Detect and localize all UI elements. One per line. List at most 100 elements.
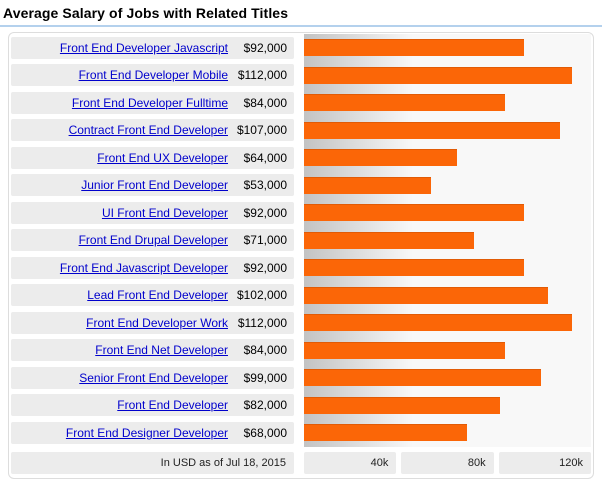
salary-bar (304, 204, 525, 222)
salary-bar (304, 94, 505, 112)
bar-track (304, 199, 591, 227)
title-divider (0, 25, 602, 27)
currency-note: In USD as of Jul 18, 2015 (160, 456, 286, 469)
salary-value: $92,000 (243, 260, 287, 275)
label-cell: Junior Front End Developer $53,000 (11, 174, 294, 197)
table-row: Contract Front End Developer $107,000 (11, 116, 591, 144)
salary-bar (304, 424, 467, 442)
label-cell: Front End Developer $82,000 (11, 394, 294, 417)
salary-bar (304, 341, 505, 359)
job-title-link[interactable]: Junior Front End Developer (81, 178, 228, 193)
label-cell: Front End Net Developer $84,000 (11, 339, 294, 362)
bar-track (304, 391, 591, 419)
salary-value: $92,000 (243, 40, 287, 55)
job-title-link[interactable]: UI Front End Developer (101, 205, 228, 220)
table-row: Senior Front End Developer $99,000 (11, 364, 591, 392)
salary-bar (304, 231, 474, 249)
salary-value: $102,000 (236, 288, 287, 303)
currency-note-cell: In USD as of Jul 18, 2015 (11, 451, 294, 474)
label-cell: UI Front End Developer $92,000 (11, 201, 294, 224)
bar-track (304, 116, 591, 144)
label-cell: Front End Developer Mobile $112,000 (11, 64, 294, 87)
axis-tick-120k: 120k (498, 451, 591, 474)
salary-bar (304, 39, 525, 57)
bar-track (304, 364, 591, 392)
table-row: Front End Developer Mobile $112,000 (11, 61, 591, 89)
job-title-link[interactable]: Front End Developer (117, 398, 228, 413)
salary-value: $71,000 (243, 233, 287, 248)
table-row: Front End Javascript Developer $92,000 (11, 254, 591, 282)
salary-value: $112,000 (237, 315, 287, 330)
page-title: Average Salary of Jobs with Related Titl… (3, 5, 289, 21)
job-title-link[interactable]: Front End Javascript Developer (59, 260, 228, 275)
job-title-link[interactable]: Senior Front End Developer (79, 370, 228, 385)
salary-chart-widget: Front End Developer Javascript $92,000 F… (8, 32, 594, 479)
table-row: Front End UX Developer $64,000 (11, 144, 591, 172)
salary-bar (304, 176, 431, 194)
bar-track (304, 226, 591, 254)
salary-bar (304, 314, 572, 332)
x-axis: 40k 80k 120k (304, 451, 591, 474)
job-title-link[interactable]: Lead Front End Developer (87, 288, 228, 303)
salary-value: $107,000 (236, 123, 287, 138)
salary-value: $53,000 (243, 178, 287, 193)
table-row: Junior Front End Developer $53,000 (11, 171, 591, 199)
salary-value: $99,000 (243, 370, 287, 385)
job-title-link[interactable]: Front End Developer Fulltime (71, 95, 228, 110)
bar-track (304, 281, 591, 309)
salary-bar (304, 286, 548, 304)
label-cell: Front End Developer Work $112,000 (11, 311, 294, 334)
bar-track (304, 419, 591, 447)
table-row: Front End Developer Work $112,000 (11, 309, 591, 337)
label-cell: Lead Front End Developer $102,000 (11, 284, 294, 307)
salary-bar (304, 369, 541, 387)
table-row: Front End Developer Fulltime $84,000 (11, 89, 591, 117)
job-title-link[interactable]: Contract Front End Developer (68, 123, 228, 138)
axis-tick-80k: 80k (401, 451, 494, 474)
table-row: Front End Net Developer $84,000 (11, 336, 591, 364)
salary-bar (304, 149, 458, 167)
bar-track (304, 336, 591, 364)
axis-tick-40k: 40k (304, 451, 397, 474)
salary-value: $112,000 (237, 68, 287, 83)
salary-value: $64,000 (243, 150, 287, 165)
bar-track (304, 61, 591, 89)
job-title-link[interactable]: Front End UX Developer (97, 150, 228, 165)
table-row: Front End Developer $82,000 (11, 391, 591, 419)
label-cell: Front End Developer Fulltime $84,000 (11, 91, 294, 114)
bar-track (304, 144, 591, 172)
salary-value: $84,000 (243, 95, 287, 110)
table-row: Front End Developer Javascript $92,000 (11, 34, 591, 62)
salary-value: $84,000 (243, 343, 287, 358)
label-cell: Front End Developer Javascript $92,000 (11, 36, 294, 59)
label-cell: Front End Drupal Developer $71,000 (11, 229, 294, 252)
job-title-link[interactable]: Front End Designer Developer (65, 425, 228, 440)
bar-track (304, 34, 591, 62)
job-title-link[interactable]: Front End Net Developer (95, 343, 228, 358)
salary-bar (304, 66, 572, 84)
label-cell: Contract Front End Developer $107,000 (11, 119, 294, 142)
label-cell: Front End Javascript Developer $92,000 (11, 256, 294, 279)
table-row: Front End Drupal Developer $71,000 (11, 226, 591, 254)
salary-bar (304, 396, 501, 414)
bar-track (304, 171, 591, 199)
bar-track (304, 254, 591, 282)
job-title-link[interactable]: Front End Developer Javascript (59, 40, 228, 55)
table-row: UI Front End Developer $92,000 (11, 199, 591, 227)
table-row: Front End Designer Developer $68,000 (11, 419, 591, 447)
label-cell: Senior Front End Developer $99,000 (11, 366, 294, 389)
job-title-link[interactable]: Front End Developer Mobile (78, 68, 228, 83)
salary-value: $92,000 (243, 205, 287, 220)
salary-value: $82,000 (243, 398, 287, 413)
salary-bar (304, 259, 525, 277)
bar-track (304, 89, 591, 117)
label-cell: Front End UX Developer $64,000 (11, 146, 294, 169)
salary-table: Front End Developer Javascript $92,000 F… (11, 34, 591, 447)
label-cell: Front End Designer Developer $68,000 (11, 421, 294, 444)
job-title-link[interactable]: Front End Developer Work (86, 315, 228, 330)
job-title-link[interactable]: Front End Drupal Developer (78, 233, 228, 248)
salary-value: $68,000 (243, 425, 287, 440)
bar-track (304, 309, 591, 337)
table-row: Lead Front End Developer $102,000 (11, 281, 591, 309)
